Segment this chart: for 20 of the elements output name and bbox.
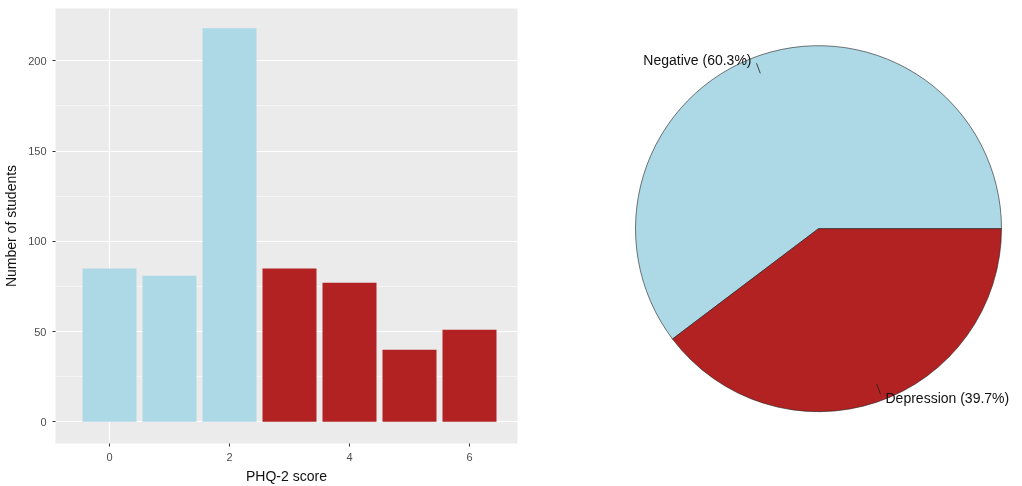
bar [142, 275, 197, 422]
y-tick-label: 50 [34, 325, 47, 338]
bar [202, 28, 257, 422]
bar [82, 268, 137, 422]
y-tick-label: 0 [40, 415, 47, 428]
y-axis-title: Number of students [3, 164, 20, 288]
x-tick-label: 2 [226, 450, 233, 463]
bar [322, 282, 377, 422]
slice-label: Negative (60.3%) [643, 51, 752, 68]
y-tick-label: 150 [28, 145, 47, 158]
x-tick-label: 0 [106, 450, 113, 463]
slice-label: Depression (39.7%) [885, 389, 1010, 406]
bar [262, 268, 317, 422]
y-tick-label: 200 [28, 54, 47, 67]
x-tick-label: 6 [466, 450, 473, 463]
x-axis-title: PHQ-2 score [246, 467, 328, 484]
y-tick-label: 100 [28, 235, 47, 248]
bar [442, 329, 497, 422]
x-tick-label: 4 [346, 450, 353, 463]
bar [382, 349, 437, 422]
